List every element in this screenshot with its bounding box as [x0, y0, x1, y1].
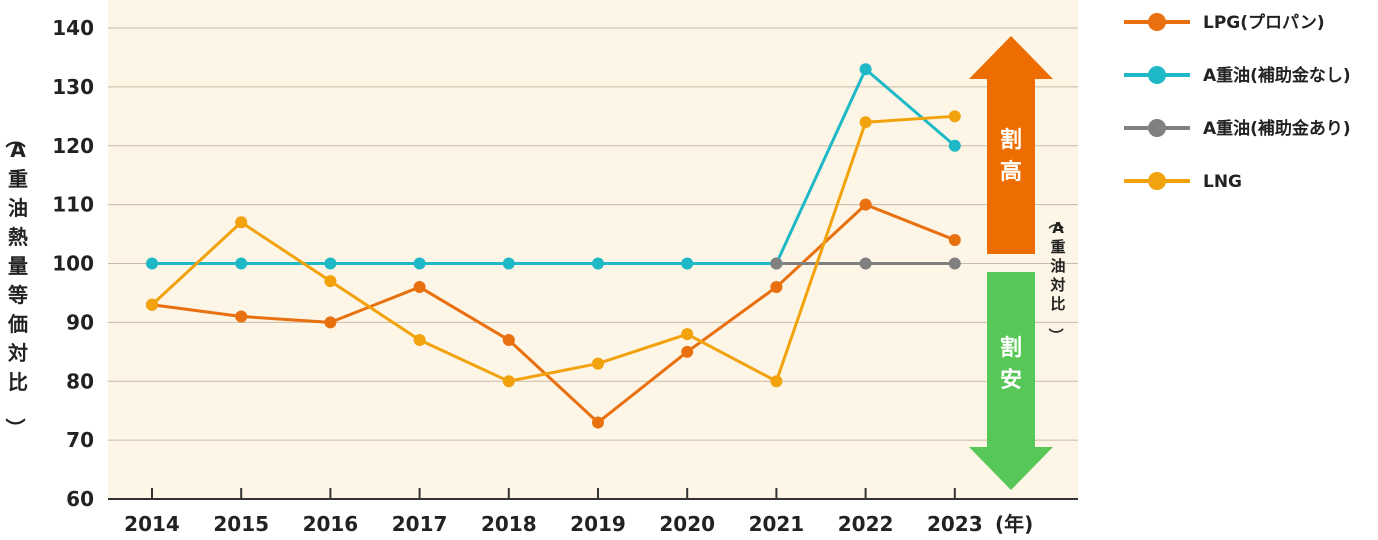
y-axis-ticks: 60 70 80 90 100 110 120 130 140	[52, 16, 94, 511]
y-tick-label: 70	[66, 428, 94, 452]
up-arrow	[969, 36, 1053, 254]
data-point	[235, 257, 248, 270]
x-axis-unit: (年)	[995, 512, 1033, 536]
y-tick-label: 80	[66, 369, 94, 393]
y-tick-label: 130	[52, 75, 94, 99]
legend-item: A重油(補助金あり)	[1124, 118, 1351, 139]
data-point	[681, 345, 694, 358]
x-tick-label: 2019	[570, 512, 626, 536]
legend-label: LNG	[1203, 172, 1242, 192]
data-point	[948, 139, 961, 152]
legend-swatch-marker	[1148, 119, 1166, 137]
data-point	[770, 257, 783, 270]
x-tick-label: 2023	[927, 512, 983, 536]
y-tick-label: 140	[52, 16, 94, 40]
legend-swatch-marker	[1148, 13, 1166, 31]
y-tick-label: 110	[52, 193, 94, 217]
x-tick-label: 2018	[481, 512, 537, 536]
series-line	[150, 114, 955, 383]
up-arrow-label: 割高	[1000, 127, 1022, 185]
data-point	[681, 328, 694, 341]
x-tick-label: 2020	[659, 512, 715, 536]
data-point	[324, 257, 337, 270]
data-point	[859, 257, 872, 270]
data-point	[859, 198, 872, 211]
data-point	[770, 281, 783, 294]
y-tick-label: 90	[66, 310, 94, 334]
series-2	[770, 257, 961, 270]
data-point	[948, 233, 961, 246]
data-point	[146, 298, 158, 311]
data-point	[592, 257, 604, 270]
data-point	[502, 334, 515, 347]
legend-swatch-marker	[1148, 66, 1166, 84]
series-line	[151, 203, 956, 424]
series-line	[152, 67, 956, 265]
data-point	[324, 316, 337, 329]
x-tick-label: 2014	[124, 512, 180, 536]
data-point	[859, 116, 872, 129]
legend-item: LPG(プロパン)	[1124, 12, 1325, 33]
legend-item: LNG	[1124, 172, 1242, 192]
data-point	[948, 110, 961, 123]
y-axis-label: （A 重油熱量等価対比）	[3, 128, 28, 438]
x-tick-label: 2015	[213, 512, 269, 536]
data-point	[592, 416, 604, 429]
legend-label: A重油(補助金なし)	[1203, 65, 1351, 86]
y-tick-label: 100	[52, 252, 94, 276]
series-3	[146, 110, 961, 388]
data-point	[502, 375, 515, 388]
y-tick-label: 60	[66, 487, 94, 511]
legend-swatch-marker	[1148, 172, 1166, 190]
x-tick-label: 2022	[838, 512, 894, 536]
series-lines	[146, 63, 961, 429]
legend-label: LPG(プロパン)	[1203, 12, 1325, 33]
series-0	[146, 198, 961, 429]
data-point	[235, 216, 248, 229]
x-tick-label: 2016	[303, 512, 359, 536]
legend-label: A重油(補助金あり)	[1203, 118, 1351, 139]
data-point	[948, 257, 961, 270]
data-point	[146, 257, 158, 270]
data-point	[859, 63, 872, 76]
data-point	[502, 257, 515, 270]
data-point	[413, 334, 426, 347]
x-axis-ticks: 2014 2015 2016 2017 2018 2019 2020 2021 2022 2023	[124, 488, 983, 536]
down-arrow-label: 割安	[1000, 335, 1022, 393]
x-tick-label: 2021	[749, 512, 805, 536]
data-point	[592, 357, 604, 370]
legend-item: A重油(補助金なし)	[1124, 65, 1351, 86]
y-tick-label: 120	[52, 134, 94, 158]
data-point	[235, 310, 248, 323]
data-point	[413, 281, 426, 294]
x-tick-label: 2017	[392, 512, 448, 536]
legend: LPG(プロパン) A重油(補助金なし) A重油(補助金あり) LNG	[1124, 12, 1351, 192]
data-point	[770, 375, 783, 388]
data-point	[413, 257, 426, 270]
data-point	[324, 275, 337, 288]
down-arrow	[969, 272, 1053, 490]
side-label: （A 重油対比）	[1046, 214, 1065, 343]
data-point	[681, 257, 694, 270]
